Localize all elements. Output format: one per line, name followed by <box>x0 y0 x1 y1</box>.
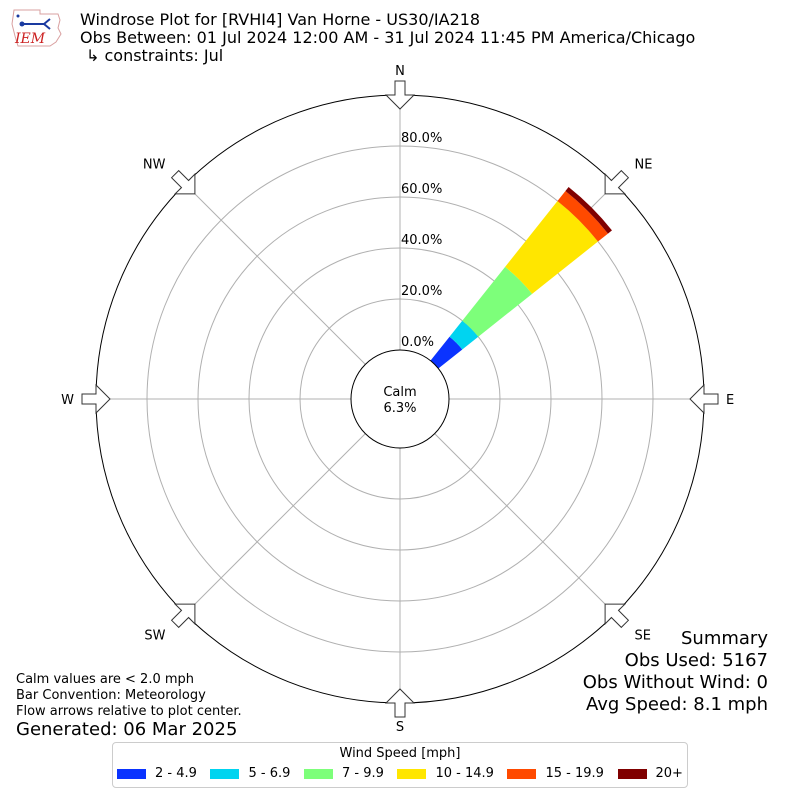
direction-label-nw: NW <box>143 157 166 172</box>
direction-arrow-icon <box>170 603 196 629</box>
direction-arrow-icon <box>384 688 416 718</box>
summary-title: Summary <box>681 628 768 649</box>
direction-label-sw: SW <box>144 629 165 644</box>
direction-label-n: N <box>395 64 405 79</box>
notes-block: Calm values are < 2.0 mph Bar Convention… <box>16 672 242 720</box>
calm-note: Calm values are < 2.0 mph <box>16 672 195 687</box>
legend-item: 5 - 6.9 <box>210 766 290 781</box>
radial-tick-label: 0.0% <box>401 335 434 350</box>
direction-arrow-icon <box>170 169 196 195</box>
chart-title: Windrose Plot for [RVHI4] Van Horne - US… <box>80 10 481 29</box>
legend-title: Wind Speed [mph] <box>339 746 461 761</box>
calm-label: Calm <box>383 385 416 400</box>
direction-arrow-icon <box>604 603 630 629</box>
bar-segment <box>449 320 479 350</box>
calm-circle <box>350 349 450 449</box>
direction-label-e: E <box>726 393 734 408</box>
legend-label: 7 - 9.9 <box>341 766 384 781</box>
bar-segment <box>430 336 463 369</box>
obs-used: Obs Used: 5167 <box>624 650 768 671</box>
legend-swatch <box>117 768 146 779</box>
iem-logo: IEM <box>11 9 62 47</box>
legend-item: 7 - 9.9 <box>303 766 384 781</box>
generated-date: Generated: 06 Mar 2025 <box>16 719 238 740</box>
legend-label: 20+ <box>655 766 683 781</box>
direction-arrow-icon <box>81 383 111 415</box>
flow-note: Flow arrows relative to plot center. <box>16 704 242 719</box>
bar-segment <box>565 187 612 234</box>
direction-label-se: SE <box>635 629 651 644</box>
legend-swatch <box>507 768 537 779</box>
radial-tick-label: 60.0% <box>401 182 442 197</box>
bar-segment <box>505 201 598 294</box>
legend-item: 20+ <box>617 766 683 781</box>
legend: Wind Speed [mph] 2 - 4.9 5 - 6.9 7 - 9.9 10… <box>112 742 688 788</box>
legend-label: 15 - 19.9 <box>545 766 604 781</box>
legend-items: 2 - 4.9 5 - 6.9 7 - 9.9 10 - 14.9 15 - 19.9 2… <box>113 761 687 781</box>
grid-spoke <box>184 433 366 615</box>
summary-block: Summary Obs Used: 5167 Obs Without Wind:… <box>583 628 768 716</box>
direction-arrow-icon <box>689 383 719 415</box>
grid-spoke <box>184 183 366 365</box>
legend-item: 15 - 19.9 <box>507 766 604 781</box>
direction-label-ne: NE <box>635 157 653 172</box>
radial-tick-label: 40.0% <box>401 233 442 248</box>
legend-label: 2 - 4.9 <box>155 766 197 781</box>
calm-value: 6.3% <box>383 401 416 416</box>
bar-segment <box>462 266 533 337</box>
constraints-label: ↳ constraints: Jul <box>86 46 224 65</box>
bar-convention-note: Bar Convention: Meteorology <box>16 688 206 703</box>
direction-label-w: W <box>61 393 74 408</box>
radial-tick-label: 20.0% <box>401 284 442 299</box>
legend-swatch <box>210 768 240 779</box>
obs-without-wind: Obs Without Wind: 0 <box>582 672 768 693</box>
legend-swatch <box>617 768 647 779</box>
legend-label: 5 - 6.9 <box>248 766 291 781</box>
direction-label-s: S <box>396 720 404 735</box>
direction-arrow-icon <box>604 169 630 195</box>
avg-speed: Avg Speed: 8.1 mph <box>586 694 768 715</box>
legend-label: 10 - 14.9 <box>435 766 494 781</box>
observation-period: Obs Between: 01 Jul 2024 12:00 AM - 31 J… <box>80 28 696 47</box>
legend-item: 2 - 4.9 <box>117 766 197 781</box>
svg-text:IEM: IEM <box>14 31 46 47</box>
legend-swatch <box>397 768 427 779</box>
bar-segment <box>557 191 608 242</box>
direction-arrow-icon <box>384 80 416 110</box>
radial-tick-label: 80.0% <box>401 131 442 146</box>
grid-spoke <box>434 433 616 615</box>
legend-item: 10 - 14.9 <box>397 766 494 781</box>
legend-swatch <box>303 768 333 779</box>
